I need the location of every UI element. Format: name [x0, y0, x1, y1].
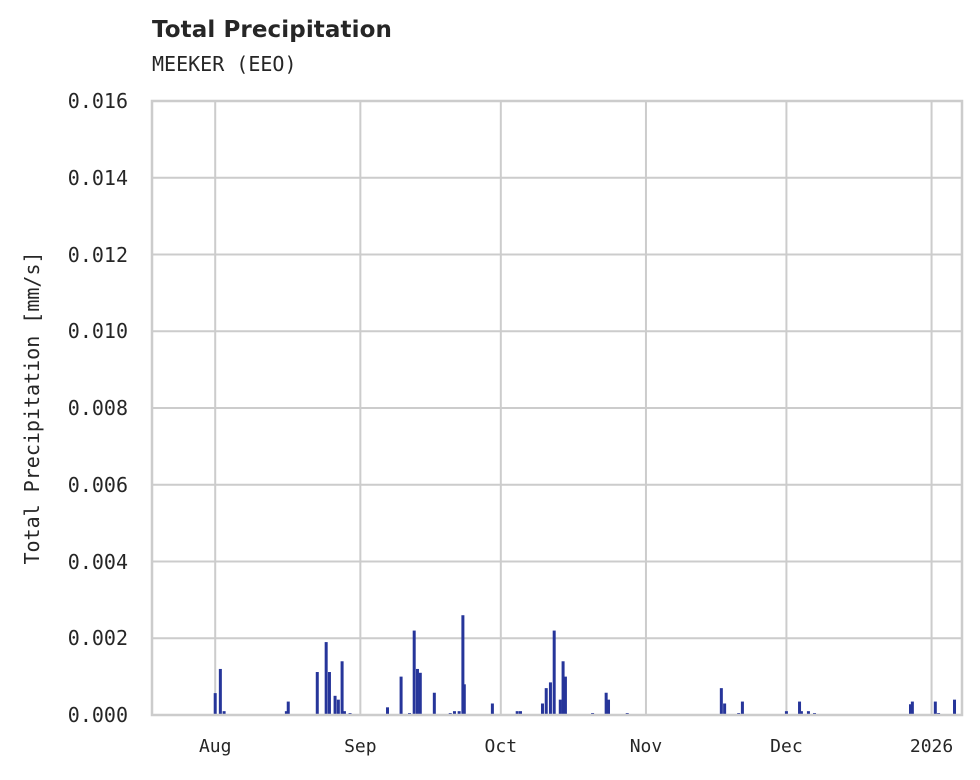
precip-bar: [386, 707, 390, 715]
precip-bar: [933, 701, 937, 715]
precip-bar: [558, 699, 562, 715]
precip-bar: [740, 701, 744, 715]
y-tick-label: 0.010: [67, 319, 128, 344]
precip-bar: [284, 711, 288, 715]
precip-bar: [908, 704, 912, 715]
y-tick-label: 0.004: [67, 549, 128, 574]
chart-subtitle: MEEKER (EEO): [152, 52, 297, 76]
precip-bar: [412, 630, 416, 715]
precip-bar: [910, 701, 914, 715]
precip-bar: [784, 711, 788, 715]
x-tick-label: Aug: [198, 736, 232, 757]
precip-bar: [723, 703, 727, 715]
precip-bar: [222, 711, 226, 715]
precip-bar: [515, 711, 519, 715]
precip-bar: [462, 684, 466, 715]
precip-bar: [327, 672, 331, 715]
precip-bar: [953, 699, 957, 715]
precip-bar: [452, 711, 456, 715]
precip-bar: [336, 699, 340, 715]
precip-bar: [719, 688, 723, 715]
precip-bar: [604, 692, 608, 715]
precip-bar: [490, 703, 494, 715]
y-tick-label: 0.014: [67, 165, 128, 190]
y-tick-label: 0.012: [67, 242, 128, 267]
y-tick-label: 0.006: [67, 472, 128, 497]
precip-bar: [518, 711, 522, 715]
precip-bar: [461, 615, 465, 715]
precip-bar: [798, 701, 802, 715]
precip-bar: [324, 642, 328, 715]
precip-bar: [563, 676, 567, 715]
precip-bar: [552, 630, 556, 715]
precip-bar: [607, 699, 611, 715]
precip-bar: [432, 692, 436, 715]
precip-bar: [399, 676, 403, 715]
precip-bar: [218, 668, 222, 715]
precip-bar: [213, 693, 217, 715]
y-tick-label: 0.000: [67, 703, 128, 727]
x-tick-label: Nov: [629, 736, 663, 757]
precip-bar: [340, 661, 344, 715]
precip-bar: [540, 703, 544, 715]
precip-bar: [286, 701, 290, 715]
precip-bar: [457, 711, 461, 715]
x-tick-label: Oct: [484, 736, 518, 757]
precip-bar: [333, 695, 337, 715]
precip-bar: [342, 711, 346, 715]
y-tick-label: 0.016: [67, 89, 128, 113]
y-tick-label: 0.008: [67, 396, 128, 420]
y-tick-label: 0.002: [67, 626, 128, 651]
x-tick-label: 2026: [909, 736, 954, 757]
plot-frame: [150, 99, 964, 717]
x-tick-label: Dec: [770, 736, 803, 757]
precip-bar: [315, 672, 319, 715]
precip-bar: [806, 711, 810, 715]
precip-bar: [418, 672, 422, 715]
precip-bar: [415, 668, 419, 715]
x-tick-label: Sep: [344, 736, 377, 757]
precip-bar: [561, 661, 565, 715]
precip-bar: [544, 688, 548, 715]
precip-bar: [799, 711, 803, 715]
precip-bar: [548, 682, 552, 715]
chart-title: Total Precipitation: [152, 17, 392, 43]
